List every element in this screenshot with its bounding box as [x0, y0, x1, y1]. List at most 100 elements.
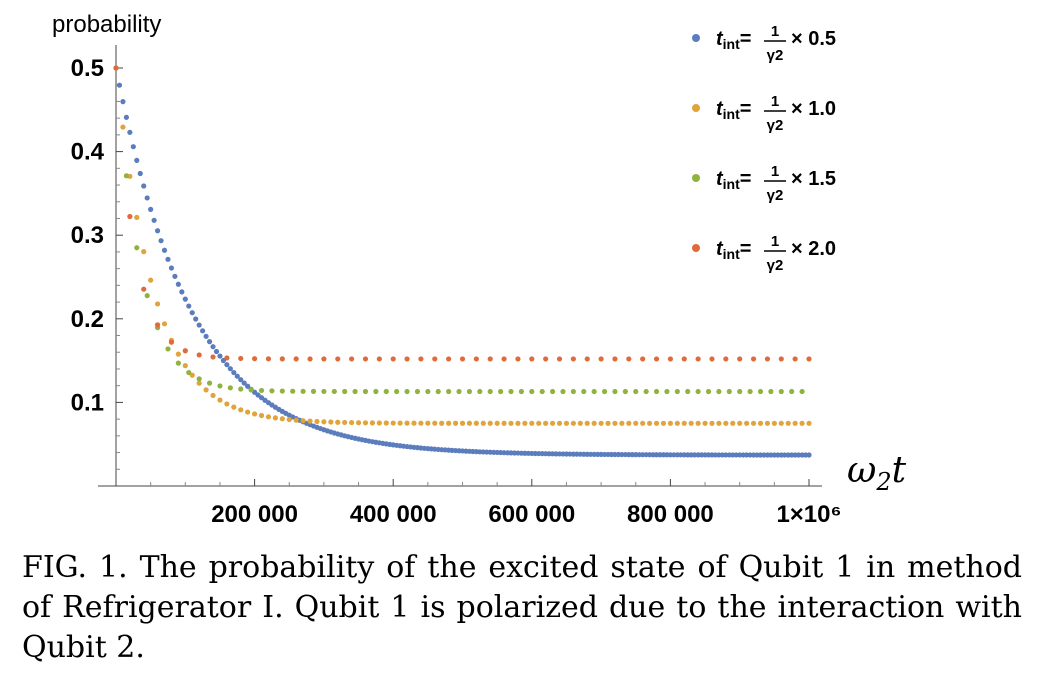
data-point — [563, 420, 570, 426]
data-point — [154, 301, 161, 307]
data-point — [685, 388, 691, 395]
data-point — [245, 383, 251, 389]
x-tick-label: 400 000 — [350, 501, 437, 528]
data-point — [723, 356, 729, 362]
data-point — [224, 355, 230, 361]
data-point — [127, 129, 133, 135]
data-point — [279, 416, 285, 422]
data-point — [123, 114, 129, 120]
data-point — [172, 273, 178, 279]
data-point — [487, 420, 493, 426]
data-point — [238, 355, 244, 362]
data-point — [321, 388, 327, 395]
data-point — [439, 420, 445, 426]
data-point — [480, 420, 486, 426]
data-point — [508, 420, 514, 426]
data-point — [529, 356, 535, 362]
data-point — [667, 356, 674, 362]
data-point — [446, 420, 452, 426]
data-point — [626, 420, 632, 426]
data-point — [633, 420, 639, 426]
data-point — [206, 339, 213, 345]
data-point — [252, 411, 258, 417]
data-point — [175, 360, 181, 366]
y-tick-label: 0.3 — [71, 222, 104, 249]
data-point — [290, 388, 296, 394]
data-point — [518, 388, 525, 395]
data-point — [210, 354, 216, 360]
data-point — [120, 124, 126, 130]
data-point — [238, 386, 244, 392]
series-4 — [113, 65, 812, 362]
data-point — [231, 369, 237, 376]
data-point — [487, 388, 493, 395]
data-point — [196, 380, 202, 386]
data-point — [376, 420, 382, 426]
data-point — [300, 388, 306, 394]
probability-chart: probability 0.1 0.2 0.3 0.4 0.5 200 000 400 0… — [52, 11, 907, 528]
data-point — [456, 388, 462, 395]
data-point — [279, 388, 285, 394]
data-point — [328, 419, 334, 425]
data-point — [165, 256, 171, 262]
legend-marker — [692, 34, 700, 42]
data-point — [206, 380, 213, 386]
data-point — [227, 385, 233, 391]
data-point — [224, 401, 230, 407]
data-point — [342, 388, 348, 395]
data-point — [570, 420, 576, 426]
data-point — [252, 356, 258, 362]
data-point — [196, 376, 202, 382]
data-point — [148, 206, 154, 212]
data-point — [189, 310, 195, 316]
data-point — [245, 409, 251, 415]
data-point — [158, 238, 164, 244]
data-point — [446, 388, 452, 395]
data-point — [473, 420, 479, 426]
data-point — [529, 388, 535, 395]
data-point — [577, 420, 583, 426]
data-point — [286, 416, 292, 423]
data-point — [231, 404, 237, 410]
data-point — [598, 356, 604, 362]
data-point — [446, 356, 452, 362]
data-point — [716, 420, 722, 426]
data-point — [494, 420, 500, 426]
data-point — [342, 419, 348, 426]
data-point — [227, 366, 233, 372]
data-point — [792, 420, 798, 426]
data-point — [549, 420, 556, 426]
data-point — [768, 388, 774, 395]
data-point — [182, 348, 188, 354]
data-point — [626, 356, 632, 362]
data-point — [151, 217, 157, 223]
data-point — [612, 356, 618, 362]
data-point — [647, 420, 653, 426]
data-point — [536, 420, 542, 426]
data-point — [598, 420, 604, 426]
data-point — [757, 420, 764, 426]
data-point — [238, 377, 244, 383]
y-tick-label: 0.5 — [71, 55, 104, 82]
data-point — [404, 388, 410, 395]
legend-fraction-denominator: γ2 — [767, 187, 784, 204]
data-point — [154, 228, 161, 234]
data-point — [217, 353, 223, 359]
data-point — [307, 356, 313, 362]
data-point — [723, 420, 729, 426]
data-point — [217, 383, 223, 389]
data-point — [390, 420, 396, 426]
data-point — [116, 82, 123, 88]
data-point — [390, 356, 396, 362]
data-point — [466, 420, 473, 426]
data-point — [778, 420, 784, 426]
data-point — [750, 420, 757, 426]
data-point — [757, 388, 764, 395]
data-point — [238, 407, 244, 413]
data-point — [653, 356, 660, 362]
data-point — [737, 356, 743, 362]
x-tick-label: 800 000 — [627, 501, 714, 528]
data-point — [501, 356, 507, 362]
data-point — [210, 344, 216, 350]
data-point — [120, 99, 126, 105]
